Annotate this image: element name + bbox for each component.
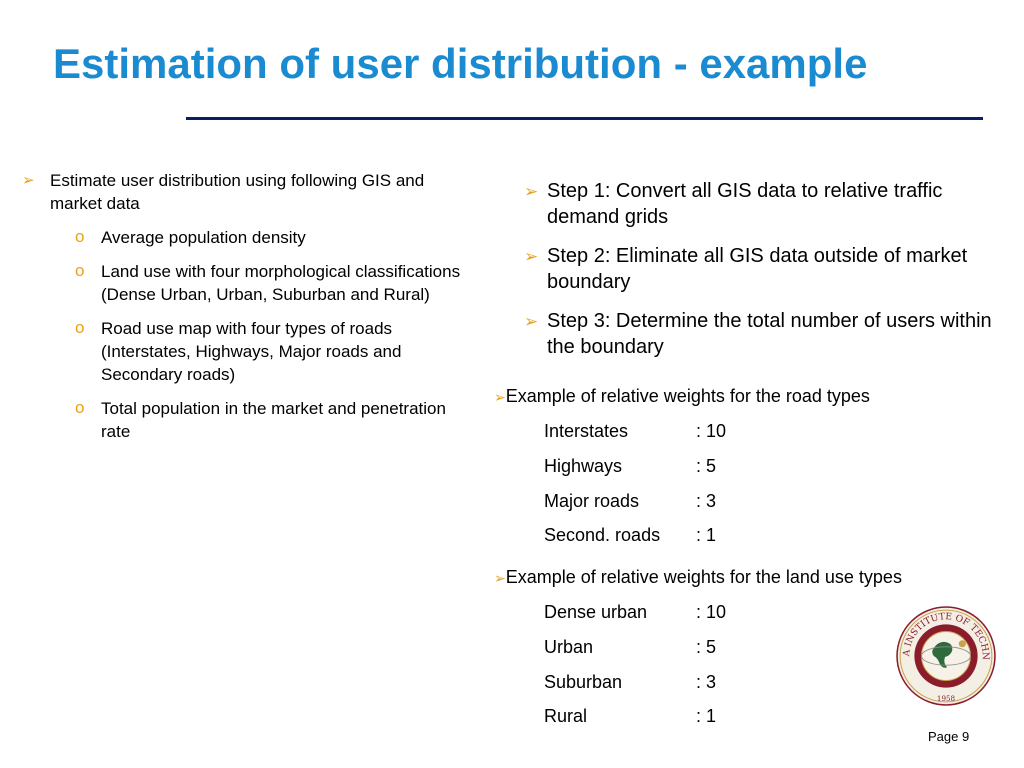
road-weights-heading: ➢Example of relative weights for the roa… xyxy=(494,386,870,406)
road-weight-row: Highways: 5 xyxy=(544,456,717,476)
list-item: o Total population in the market and pen… xyxy=(22,397,462,443)
road-weight-row: Major roads: 3 xyxy=(544,491,717,511)
step-item: ➢ Step 1: Convert all GIS data to relati… xyxy=(524,178,994,230)
step-text: Step 1: Convert all GIS data to relative… xyxy=(547,180,943,228)
step-item: ➢ Step 3: Determine the total number of … xyxy=(524,308,994,360)
list-item-text: Average population density xyxy=(101,228,306,247)
step-item: ➢ Step 2: Eliminate all GIS data outside… xyxy=(524,243,994,295)
institute-seal-logo: FLORIDA INSTITUTE OF TECHNOLOGY 1958 xyxy=(895,605,996,706)
slide-title: Estimation of user distribution - exampl… xyxy=(53,40,868,87)
circle-bullet-icon: o xyxy=(75,261,85,280)
arrow-bullet-icon: ➢ xyxy=(22,172,35,189)
circle-bullet-icon: o xyxy=(75,318,85,337)
list-item-text: Road use map with four types of roads (I… xyxy=(101,319,402,384)
list-item: o Land use with four morphological class… xyxy=(22,260,462,306)
left-column: ➢ Estimate user distribution using follo… xyxy=(22,169,462,454)
title-divider xyxy=(186,117,983,120)
road-weight-row: Second. roads: 1 xyxy=(544,525,717,545)
sub-bullet-list: o Average population density o Land use … xyxy=(22,226,462,443)
arrow-bullet-icon: ➢ xyxy=(524,312,539,331)
step-text: Step 3: Determine the total number of us… xyxy=(547,310,992,358)
steps-list: ➢ Step 1: Convert all GIS data to relati… xyxy=(524,178,994,373)
seal-year: 1958 xyxy=(937,694,956,703)
list-item: o Average population density xyxy=(22,226,462,249)
road-weight-row: Interstates: 10 xyxy=(544,421,727,441)
arrow-bullet-icon: ➢ xyxy=(494,570,506,586)
landuse-weight-row: Suburban: 3 xyxy=(544,672,717,692)
landuse-weights-heading: ➢Example of relative weights for the lan… xyxy=(494,567,902,587)
landuse-weight-row: Urban: 5 xyxy=(544,637,717,657)
list-item: o Road use map with four types of roads … xyxy=(22,317,462,386)
arrow-bullet-icon: ➢ xyxy=(494,389,506,405)
main-bullet: ➢ Estimate user distribution using follo… xyxy=(22,169,462,215)
main-bullet-text: Estimate user distribution using followi… xyxy=(50,171,425,213)
arrow-bullet-icon: ➢ xyxy=(524,182,539,201)
landuse-weight-row: Dense urban: 10 xyxy=(544,602,727,622)
arrow-bullet-icon: ➢ xyxy=(524,247,539,266)
step-text: Step 2: Eliminate all GIS data outside o… xyxy=(547,245,968,293)
circle-bullet-icon: o xyxy=(75,227,85,246)
landuse-weight-row: Rural: 1 xyxy=(544,706,717,726)
list-item-text: Land use with four morphological classif… xyxy=(101,262,461,304)
circle-bullet-icon: o xyxy=(75,398,85,417)
page-number: Page 9 xyxy=(928,729,970,744)
list-item-text: Total population in the market and penet… xyxy=(101,399,446,441)
